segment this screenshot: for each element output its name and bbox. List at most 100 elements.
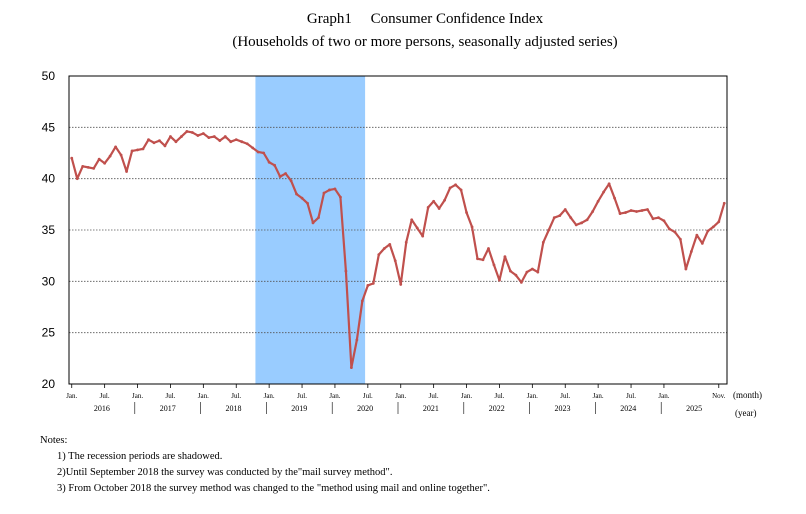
data-point: [311, 221, 315, 225]
data-point: [569, 216, 573, 220]
data-point: [108, 154, 112, 158]
data-point: [366, 284, 370, 287]
x-tick-label: Jan.: [461, 392, 472, 400]
data-point: [70, 156, 74, 160]
data-point: [668, 227, 671, 231]
data-point: [421, 234, 425, 238]
data-point: [711, 225, 715, 229]
data-point: [624, 211, 627, 214]
data-point: [289, 179, 293, 183]
data-point: [536, 270, 540, 274]
x-tick-label: Jul.: [429, 392, 439, 400]
y-tick-label: 35: [42, 223, 56, 237]
data-point: [240, 140, 244, 144]
data-point: [393, 259, 397, 263]
data-point: [103, 161, 107, 165]
data-point: [717, 220, 721, 224]
plot-frame: [68, 75, 728, 385]
data-point: [371, 281, 375, 285]
data-point: [640, 209, 644, 212]
data-point: [223, 135, 227, 138]
data-point: [426, 206, 430, 209]
data-point: [273, 163, 277, 167]
data-point: [525, 270, 529, 274]
data-point: [678, 237, 682, 241]
data-point: [207, 136, 211, 140]
data-point: [487, 247, 490, 250]
x-tick-label: Jan.: [593, 392, 604, 400]
data-point: [706, 229, 710, 233]
data-point: [399, 283, 403, 286]
data-point: [382, 247, 386, 250]
data-point: [147, 138, 150, 142]
note-1: 1) The recession periods are shadowed.: [57, 451, 223, 462]
data-point: [443, 198, 447, 202]
data-point: [689, 250, 693, 253]
data-point: [169, 135, 172, 138]
y-tick-label: 40: [42, 172, 56, 186]
x-tick-label: Jul.: [100, 392, 110, 400]
notes: Notes: 1) The recession periods are shad…: [40, 433, 490, 497]
y-tick-label: 20: [42, 377, 56, 391]
data-point: [684, 267, 688, 271]
x-tick-label: Nov.: [712, 392, 726, 400]
data-point: [629, 209, 633, 212]
x-tick-label: Jul.: [626, 392, 636, 400]
data-point: [136, 148, 139, 152]
year-label: 2023: [555, 404, 571, 413]
note-2: 2)Until September 2018 the survey was co…: [57, 467, 393, 478]
data-point: [646, 208, 649, 211]
x-axis-ticks: Jan. Jul. Jan. Jul. Jan. Jul. Jan. Jul. Jan. Jul.…: [66, 384, 726, 400]
data-point: [552, 216, 556, 220]
y-axis-ticks: 20 25 30 35 40 45 50: [42, 69, 56, 391]
data-point: [613, 196, 616, 200]
series-points: [70, 130, 726, 369]
data-point: [651, 217, 655, 221]
data-point: [574, 223, 578, 227]
data-point: [618, 212, 622, 215]
data-point: [333, 187, 337, 191]
data-point: [278, 175, 282, 179]
data-point: [158, 139, 161, 143]
year-label: 2017: [160, 404, 176, 413]
data-point: [141, 147, 145, 151]
data-point: [673, 230, 677, 234]
data-point: [125, 170, 128, 173]
data-point: [284, 172, 287, 175]
data-point: [256, 150, 260, 154]
y-tick-label: 45: [42, 120, 56, 134]
year-labels: 2016 2017 2018 2019 2020 2021 2022 2023 2024 2025: [94, 402, 702, 414]
data-point: [503, 255, 507, 259]
year-label: 2019: [291, 404, 307, 413]
data-point: [404, 240, 408, 244]
data-point: [541, 240, 545, 244]
data-point: [229, 140, 233, 144]
y-tick-label: 25: [42, 326, 56, 340]
year-label: 2022: [489, 404, 505, 413]
data-point: [432, 199, 436, 203]
x-tick-label: Jul.: [494, 392, 504, 400]
data-point: [174, 140, 178, 144]
note-3: 3) From October 2018 the survey method w…: [57, 483, 490, 494]
data-point: [607, 182, 611, 186]
data-point: [114, 145, 118, 149]
x-tick-label: Jan.: [264, 392, 275, 400]
data-point: [498, 278, 501, 282]
year-label: 2025: [686, 404, 702, 413]
data-point: [492, 263, 496, 267]
data-point: [596, 199, 600, 203]
data-point: [180, 135, 183, 138]
data-point: [635, 210, 638, 213]
year-label: 2024: [620, 404, 636, 413]
data-point: [662, 219, 666, 223]
data-point: [322, 191, 326, 195]
data-point: [657, 216, 660, 220]
data-point: [514, 273, 518, 277]
data-point: [602, 190, 606, 194]
data-point: [509, 269, 512, 273]
year-label: 2021: [423, 404, 439, 413]
series-line: [70, 130, 726, 369]
data-point: [306, 201, 309, 205]
data-point: [700, 241, 704, 245]
data-point: [465, 211, 468, 214]
